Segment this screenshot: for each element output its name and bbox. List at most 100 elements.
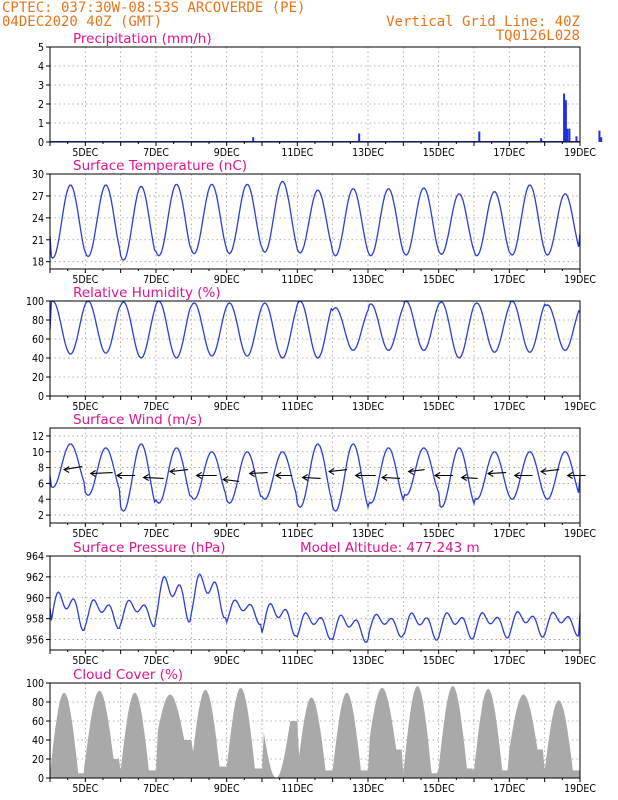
rh-ytick-label: 80 [32, 315, 44, 327]
header: CPTEC: 037:30W-08:53S ARCOVERDE (PE) 04D… [2, 0, 580, 44]
precip-xtick-label: 19DEC [564, 147, 596, 159]
wind-arrowhead [487, 470, 494, 477]
wind-arrowhead [275, 472, 282, 479]
precip-bar [478, 131, 481, 142]
precip-ytick-label: 4 [38, 61, 44, 73]
temp-panel: 18 21 24 27 30 5DEC 7DEC 9DEC 11DEC 13DEC 15DEC 17D… [32, 158, 596, 286]
pressure-panel: 956 958 960 962 964 5DEC 7DEC 9DEC 11DEC 13DEC 15D… [26, 540, 596, 667]
wind-ytick-label: 2 [38, 510, 44, 522]
pressure-xtick-label: 7DEC [143, 655, 169, 667]
pressure-title: Surface Pressure (hPa) [73, 540, 226, 556]
rh-xtick-label: 11DEC [281, 401, 313, 413]
wind-xtick-label: 19DEC [564, 528, 596, 540]
cloud-ytick-label: 20 [32, 754, 44, 766]
wind-ytick-label: 10 [32, 447, 44, 459]
cloud-ytick-label: 60 [32, 716, 44, 728]
rh-series-line [49, 300, 581, 359]
temp-xtick-label: 5DEC [72, 274, 98, 286]
pressure-xtick-label: 13DEC [352, 655, 384, 667]
precip-xtick-label: 7DEC [143, 147, 169, 159]
header-station: CPTEC: 037:30W-08:53S ARCOVERDE (PE) [2, 0, 305, 16]
precip-xtick-label: 9DEC [214, 147, 240, 159]
temp-ytick-label: 24 [32, 213, 44, 225]
wind-arrowhead [460, 474, 467, 481]
header-grid-line: Vertical Grid Line: 40Z [386, 14, 580, 30]
wind-arrowhead [222, 475, 229, 483]
pressure-ytick-label: 962 [26, 572, 44, 584]
wind-vector [541, 468, 560, 473]
wind-ytick-label: 8 [38, 463, 44, 475]
precip-ytick-label: 2 [38, 99, 44, 111]
rh-ytick-label: 0 [38, 391, 44, 403]
wind-arrowhead [169, 468, 176, 476]
precip-ytick-label: 3 [38, 80, 44, 92]
temp-ytick-label: 30 [32, 169, 44, 181]
precip-panel: 0 1 2 3 4 5 5DEC 7DEC 9DEC 11DEC 13DEC 15DEC 17DEC 19… [38, 31, 603, 159]
rh-xtick-label: 15DEC [423, 401, 455, 413]
wind-vector [488, 471, 507, 475]
cloud-xtick-label: 19DEC [564, 783, 596, 795]
pressure-ytick-label: 964 [26, 551, 44, 563]
pressure-xtick-label: 9DEC [214, 655, 240, 667]
pressure-ytick-label: 960 [26, 593, 44, 605]
precip-xtick-label: 17DEC [493, 147, 525, 159]
rh-title: Relative Humidity (%) [73, 285, 221, 301]
precip-bar [600, 137, 603, 142]
wind-xtick-label: 11DEC [281, 528, 313, 540]
rh-xtick-label: 9DEC [214, 401, 240, 413]
cloud-ytick-label: 80 [32, 697, 44, 709]
temp-xtick-label: 13DEC [352, 274, 384, 286]
cloud-panel: 0 20 40 60 80 100 5DEC 7DEC 9DEC 11DEC 13DEC 15DEC 1… [26, 667, 596, 795]
wind-vector [90, 471, 113, 475]
cloud-area [50, 685, 580, 778]
precip-bar [568, 128, 571, 142]
rh-ytick-label: 40 [32, 353, 44, 365]
pressure-xtick-label: 19DEC [564, 655, 596, 667]
rh-xtick-label: 17DEC [493, 401, 525, 413]
wind-arrowhead [116, 472, 123, 479]
precip-bar [563, 93, 566, 142]
wind-xtick-label: 9DEC [214, 528, 240, 540]
wind-arrowhead [195, 472, 202, 479]
rh-xtick-label: 7DEC [143, 401, 169, 413]
precip-bar [575, 136, 578, 142]
wind-vector [302, 476, 321, 480]
wind-arrowhead [354, 472, 361, 479]
cloud-title: Cloud Cover (%) [73, 667, 183, 683]
pressure-xtick-label: 11DEC [281, 655, 313, 667]
wind-title: Surface Wind (m/s) [73, 412, 202, 428]
rh-ytick-label: 100 [26, 296, 44, 308]
precip-xtick-label: 11DEC [281, 147, 313, 159]
wind-vector [170, 468, 189, 473]
temp-xtick-label: 7DEC [143, 274, 169, 286]
precip-xtick-label: 5DEC [72, 147, 98, 159]
wind-xtick-label: 7DEC [143, 528, 169, 540]
wind-arrowhead [407, 468, 414, 476]
temp-xtick-label: 19DEC [564, 274, 596, 286]
precip-plot-area [50, 47, 580, 142]
rh-xtick-label: 19DEC [564, 401, 596, 413]
pressure-ytick-label: 956 [26, 635, 44, 647]
temp-xtick-label: 17DEC [493, 274, 525, 286]
wind-ytick-label: 4 [38, 494, 44, 506]
rh-xtick-label: 13DEC [352, 401, 384, 413]
pressure-ytick-label: 958 [26, 614, 44, 626]
wind-arrowhead [328, 468, 335, 476]
precip-ytick-label: 1 [38, 118, 44, 130]
cloud-xtick-label: 17DEC [493, 783, 525, 795]
wind-vector [64, 466, 83, 471]
wind-panel: 2 4 6 8 10 12 5DEC 7DEC 9DEC 11DEC 13DEC 15DEC 17DEC… [32, 412, 596, 540]
wind-vector [408, 468, 425, 473]
cloud-xtick-label: 15DEC [423, 783, 455, 795]
wind-xtick-label: 5DEC [72, 528, 98, 540]
temp-xtick-label: 9DEC [214, 274, 240, 286]
rh-ytick-label: 60 [32, 334, 44, 346]
wind-arrowhead [434, 472, 441, 479]
wind-ytick-label: 12 [32, 431, 44, 443]
precip-ytick-label: 5 [38, 42, 44, 54]
wind-xtick-label: 13DEC [352, 528, 384, 540]
temp-series-line [49, 180, 581, 262]
rh-panel: 0 20 40 60 80 100 5DEC 7DEC 9DEC 11DEC 13DEC 15DEC 1… [26, 285, 596, 413]
temp-title: Surface Temperature (nC) [73, 158, 247, 174]
pressure-series-line [49, 573, 581, 643]
